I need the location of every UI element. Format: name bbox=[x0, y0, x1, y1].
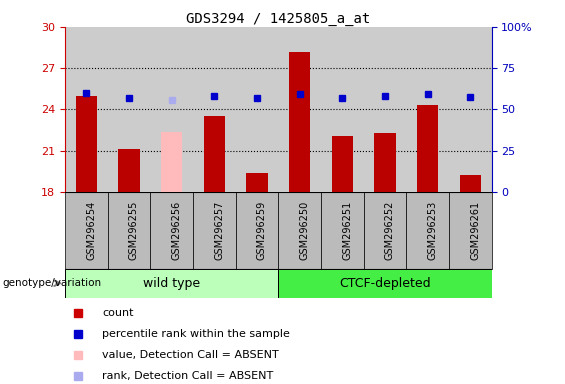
Bar bbox=[65, 192, 107, 269]
Bar bbox=[161, 132, 182, 192]
Text: GSM296261: GSM296261 bbox=[470, 201, 480, 260]
Bar bbox=[107, 192, 150, 269]
Bar bbox=[246, 174, 268, 192]
Bar bbox=[76, 96, 97, 192]
Text: rank, Detection Call = ABSENT: rank, Detection Call = ABSENT bbox=[102, 371, 273, 381]
Bar bbox=[459, 175, 481, 192]
Bar bbox=[406, 192, 449, 269]
Bar bbox=[278, 269, 492, 298]
Text: GSM296252: GSM296252 bbox=[385, 201, 395, 260]
Text: wild type: wild type bbox=[143, 277, 200, 290]
Text: GSM296253: GSM296253 bbox=[428, 201, 437, 260]
Bar bbox=[374, 133, 396, 192]
Text: CTCF-depleted: CTCF-depleted bbox=[339, 277, 431, 290]
Bar bbox=[150, 192, 193, 269]
Bar bbox=[236, 192, 278, 269]
Bar bbox=[65, 269, 278, 298]
Bar bbox=[203, 116, 225, 192]
Text: GSM296251: GSM296251 bbox=[342, 201, 352, 260]
Bar bbox=[364, 192, 406, 269]
Text: GSM296257: GSM296257 bbox=[214, 201, 224, 260]
Text: GSM296256: GSM296256 bbox=[172, 201, 181, 260]
Text: percentile rank within the sample: percentile rank within the sample bbox=[102, 329, 290, 339]
Bar bbox=[449, 192, 492, 269]
Text: count: count bbox=[102, 308, 134, 318]
Title: GDS3294 / 1425805_a_at: GDS3294 / 1425805_a_at bbox=[186, 12, 371, 26]
Text: GSM296259: GSM296259 bbox=[257, 201, 267, 260]
Bar bbox=[332, 136, 353, 192]
Text: genotype/variation: genotype/variation bbox=[3, 278, 102, 288]
Bar bbox=[193, 192, 236, 269]
Text: GSM296250: GSM296250 bbox=[299, 201, 310, 260]
Text: GSM296255: GSM296255 bbox=[129, 201, 139, 260]
Text: value, Detection Call = ABSENT: value, Detection Call = ABSENT bbox=[102, 350, 279, 360]
Bar bbox=[321, 192, 364, 269]
Text: GSM296254: GSM296254 bbox=[86, 201, 96, 260]
Bar bbox=[118, 149, 140, 192]
Bar bbox=[417, 105, 438, 192]
Bar bbox=[289, 52, 310, 192]
Bar bbox=[279, 192, 321, 269]
